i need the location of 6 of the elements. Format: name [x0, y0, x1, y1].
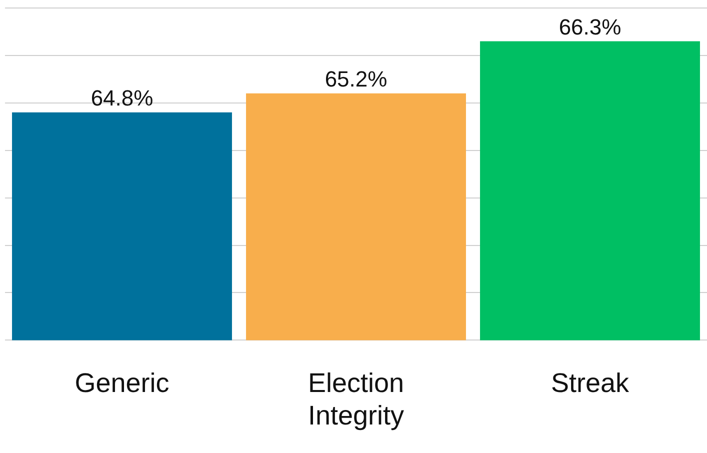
- data-label: 66.3%: [558, 14, 622, 40]
- x-tick-label: Election Integrity: [308, 368, 405, 430]
- x-tick-label: Generic: [74, 368, 170, 398]
- data-label: 65.2%: [324, 66, 388, 92]
- x-tick-label: Streak: [550, 368, 630, 398]
- data-label: 64.8%: [90, 85, 154, 110]
